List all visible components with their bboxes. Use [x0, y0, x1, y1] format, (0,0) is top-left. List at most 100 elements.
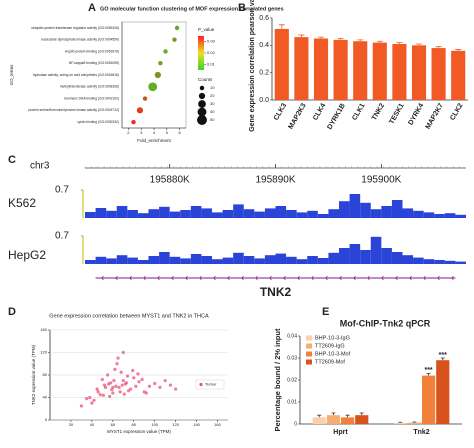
- signal-bar: [381, 248, 392, 264]
- x-axis-label: Fold_enrichment: [137, 138, 171, 143]
- strand-arrow: [213, 275, 216, 281]
- x-tick-label: CLK2: [449, 102, 464, 121]
- bar: [312, 417, 326, 424]
- bar: [431, 48, 446, 100]
- point: [96, 390, 100, 394]
- y-tick-label: 0.01: [287, 399, 297, 405]
- x-tick-label: DYRK1B: [326, 102, 346, 130]
- legend-title: P_value: [198, 27, 215, 32]
- y-tick-label: 0.0: [259, 97, 269, 104]
- y-axis-label: Gene expression correlation pearson valu…: [249, 0, 256, 132]
- legend-box: [195, 379, 225, 390]
- point: [163, 379, 167, 383]
- point: [153, 381, 157, 386]
- signal-bar: [95, 208, 107, 218]
- y-tick-label: 0.03: [287, 355, 297, 361]
- strand-arrow: [437, 275, 440, 281]
- signal-bar: [159, 206, 170, 218]
- strand-arrow: [353, 275, 356, 281]
- y-tick-label: 0: [45, 417, 48, 422]
- panel-label: C: [8, 154, 16, 166]
- point: [125, 374, 130, 378]
- legend-swatch: [306, 343, 312, 349]
- dot: [172, 37, 177, 42]
- point: [118, 390, 122, 394]
- category-label: telomeric DNA binding (GO:0042162): [64, 96, 119, 100]
- signal-bar: [190, 206, 202, 218]
- legend-label: TT2609-Mof: [315, 359, 345, 365]
- signal-bar: [233, 252, 244, 264]
- strand-arrow: [171, 275, 174, 281]
- signal-bar: [349, 244, 361, 264]
- signal-bar: [148, 209, 160, 218]
- bar: [326, 415, 340, 424]
- signal-bar: [444, 213, 456, 218]
- legend-label: Tumor: [205, 382, 217, 387]
- point: [100, 377, 104, 382]
- x-tick-label: CLK4: [312, 102, 327, 121]
- signal-bar: [264, 255, 276, 264]
- x-tick-label: MAP2K3: [287, 102, 307, 130]
- strand-arrow: [325, 275, 328, 281]
- strand-arrow: [367, 275, 370, 281]
- gene-name: TNK2: [260, 285, 292, 299]
- signal-bar: [180, 210, 191, 218]
- point: [90, 401, 94, 405]
- point: [115, 362, 119, 366]
- bar: [294, 37, 309, 100]
- x-tick-label: 80: [132, 422, 137, 427]
- dot: [136, 107, 144, 114]
- signal-bar: [423, 259, 435, 264]
- point: [158, 385, 162, 389]
- point: [119, 370, 123, 374]
- signal-bar: [307, 210, 318, 218]
- category-label: methyltransferase activity (GO:0008168): [60, 85, 119, 89]
- point: [131, 368, 135, 373]
- x-tick-label: 195890K: [255, 175, 295, 186]
- dot: [158, 61, 163, 66]
- point: [117, 385, 121, 389]
- y-tick-label: 0.4: [259, 42, 269, 49]
- x-tick-label: MAP2K7: [425, 102, 445, 130]
- signal-bar: [349, 194, 361, 218]
- strand-arrow: [255, 275, 258, 281]
- point: [103, 385, 108, 389]
- point: [105, 373, 110, 377]
- signal-bar: [180, 258, 191, 264]
- point: [79, 404, 84, 408]
- y-tick-label: 0.02: [287, 377, 297, 383]
- bar: [355, 415, 369, 424]
- x-tick-label: 195880K: [150, 175, 190, 186]
- signal-bar: [275, 253, 287, 264]
- bar: [393, 422, 407, 424]
- signal-bar: [254, 258, 265, 264]
- point: [122, 392, 126, 396]
- x-axis-label: MYST1 expression value (TPM): [107, 429, 171, 434]
- point: [95, 387, 99, 391]
- bar: [436, 360, 450, 424]
- strand-arrow: [185, 275, 188, 281]
- strand-arrow: [269, 275, 272, 281]
- error-bar: [357, 39, 364, 42]
- signal-bar: [116, 206, 128, 218]
- signal-bar: [85, 212, 96, 218]
- signal-bar: [137, 213, 149, 218]
- point: [113, 367, 117, 371]
- point: [132, 376, 136, 380]
- size-legend-dot: [197, 115, 207, 125]
- point: [98, 393, 102, 397]
- strand-arrow: [423, 275, 426, 281]
- point: [107, 382, 111, 386]
- y-tick-label: 160: [40, 327, 47, 332]
- error-bar: [435, 46, 442, 49]
- dot: [163, 49, 168, 54]
- bar: [333, 39, 348, 100]
- legend-title: Counts: [198, 77, 213, 82]
- size-legend-label: 50: [210, 117, 215, 122]
- x-tick-label: 40: [90, 422, 95, 427]
- error-bar: [298, 34, 305, 38]
- error-bar: [398, 421, 403, 423]
- strand-arrow: [381, 275, 384, 281]
- x-tick-label: Tnk2: [413, 429, 429, 436]
